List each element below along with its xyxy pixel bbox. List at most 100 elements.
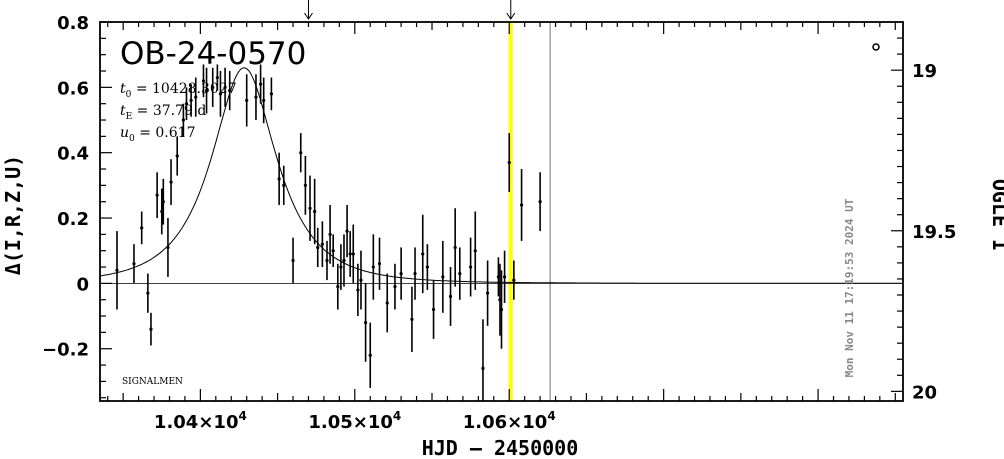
data-point (469, 237, 473, 297)
point-marker (181, 118, 185, 122)
timestamp: Mon Nov 11 17:19:53 2024 UT (843, 198, 856, 377)
data-point (201, 64, 206, 98)
point-marker (204, 89, 209, 93)
data-point (368, 322, 372, 388)
point-marker (364, 320, 368, 325)
marker-lines (508, 22, 551, 401)
data-point (425, 244, 429, 290)
x-tick-exponent: 4 (238, 409, 246, 423)
data-point (140, 211, 144, 245)
data-point (399, 247, 403, 300)
param-u0-value: = 0.617 (135, 125, 196, 141)
point-marker (458, 271, 462, 276)
data-point (328, 204, 332, 264)
data-point (115, 231, 119, 310)
data-point (348, 231, 352, 277)
y-tick-label: 0 (76, 274, 89, 295)
data-point (184, 87, 189, 121)
tick-labels: 1.04×104 1.05×104 1.06×1040.80.60.40.20−0.… (42, 13, 956, 433)
point-marker (132, 262, 136, 266)
x-tick-label: 1.06×104 (463, 409, 556, 433)
point-marker (218, 92, 223, 96)
data-point (385, 273, 389, 333)
point-marker (316, 245, 320, 250)
point-marker (345, 229, 349, 233)
point-marker (175, 154, 179, 158)
data-point (448, 267, 453, 326)
data-point (351, 224, 355, 284)
point-marker (377, 262, 382, 266)
data-point (308, 175, 312, 241)
point-marker (155, 193, 159, 197)
point-marker (194, 95, 198, 99)
point-marker (320, 242, 324, 246)
data-point (342, 234, 346, 287)
data-point (282, 165, 286, 205)
point-marker (519, 203, 524, 207)
y-tick-label: −0.2 (42, 340, 89, 361)
data-point (499, 270, 504, 349)
point-marker (368, 353, 372, 357)
point-marker (331, 249, 335, 253)
data-point (486, 260, 490, 326)
x-tick-mantissa: 1.06×10 (463, 412, 548, 433)
point-marker (303, 183, 307, 187)
data-point (441, 240, 445, 313)
data-point (223, 67, 227, 107)
point-marker (245, 98, 249, 103)
point-marker (385, 301, 389, 305)
x-axis-title: HJD – 2450000 (422, 436, 579, 459)
y-tick-label: 0.4 (57, 144, 89, 165)
data-point (215, 64, 219, 91)
point-marker (277, 177, 281, 181)
data-point (269, 77, 274, 111)
data-point (161, 178, 165, 225)
data-point (431, 280, 436, 339)
point-marker (473, 249, 477, 253)
point-marker (399, 271, 403, 276)
point-marker (184, 102, 189, 106)
data-point (364, 283, 368, 362)
right-tick-label: 19 (912, 61, 937, 82)
point-marker (351, 252, 355, 256)
epoch-arrow (506, 0, 516, 20)
param-t0-value: = 10428.3027 (131, 81, 236, 97)
point-marker (201, 79, 206, 83)
data-points-layer (115, 64, 542, 401)
point-marker (325, 258, 329, 263)
x-tick-label: 1.05×104 (308, 409, 401, 433)
data-point (146, 273, 150, 313)
data-point (259, 64, 263, 104)
x-tick-mantissa: 1.05×10 (308, 412, 393, 433)
data-point (345, 204, 349, 258)
point-marker (502, 275, 507, 279)
point-marker (339, 265, 343, 269)
point-marker (486, 291, 490, 295)
data-point (331, 234, 335, 268)
point-marker (140, 226, 144, 230)
point-marker (410, 317, 414, 321)
data-point (277, 152, 281, 205)
data-point (155, 172, 159, 219)
point-marker (538, 200, 542, 204)
data-point (313, 178, 317, 245)
data-point (194, 77, 198, 117)
signalmen-label: SIGNALMEN (122, 377, 183, 387)
param-te: tE = 37.79 d (120, 103, 206, 122)
point-marker (356, 288, 360, 292)
point-marker (421, 252, 425, 256)
data-point (325, 240, 329, 281)
data-point (169, 159, 173, 205)
point-marker (211, 85, 215, 89)
data-point (303, 155, 307, 215)
point-marker (348, 252, 352, 256)
point-marker (425, 265, 429, 269)
data-point (189, 84, 193, 117)
point-marker (512, 278, 516, 282)
point-marker (313, 209, 317, 214)
data-point (421, 214, 425, 294)
y-tick-label: 0.8 (57, 13, 89, 34)
point-marker (223, 85, 227, 89)
data-point (507, 133, 511, 192)
data-point (453, 208, 457, 287)
